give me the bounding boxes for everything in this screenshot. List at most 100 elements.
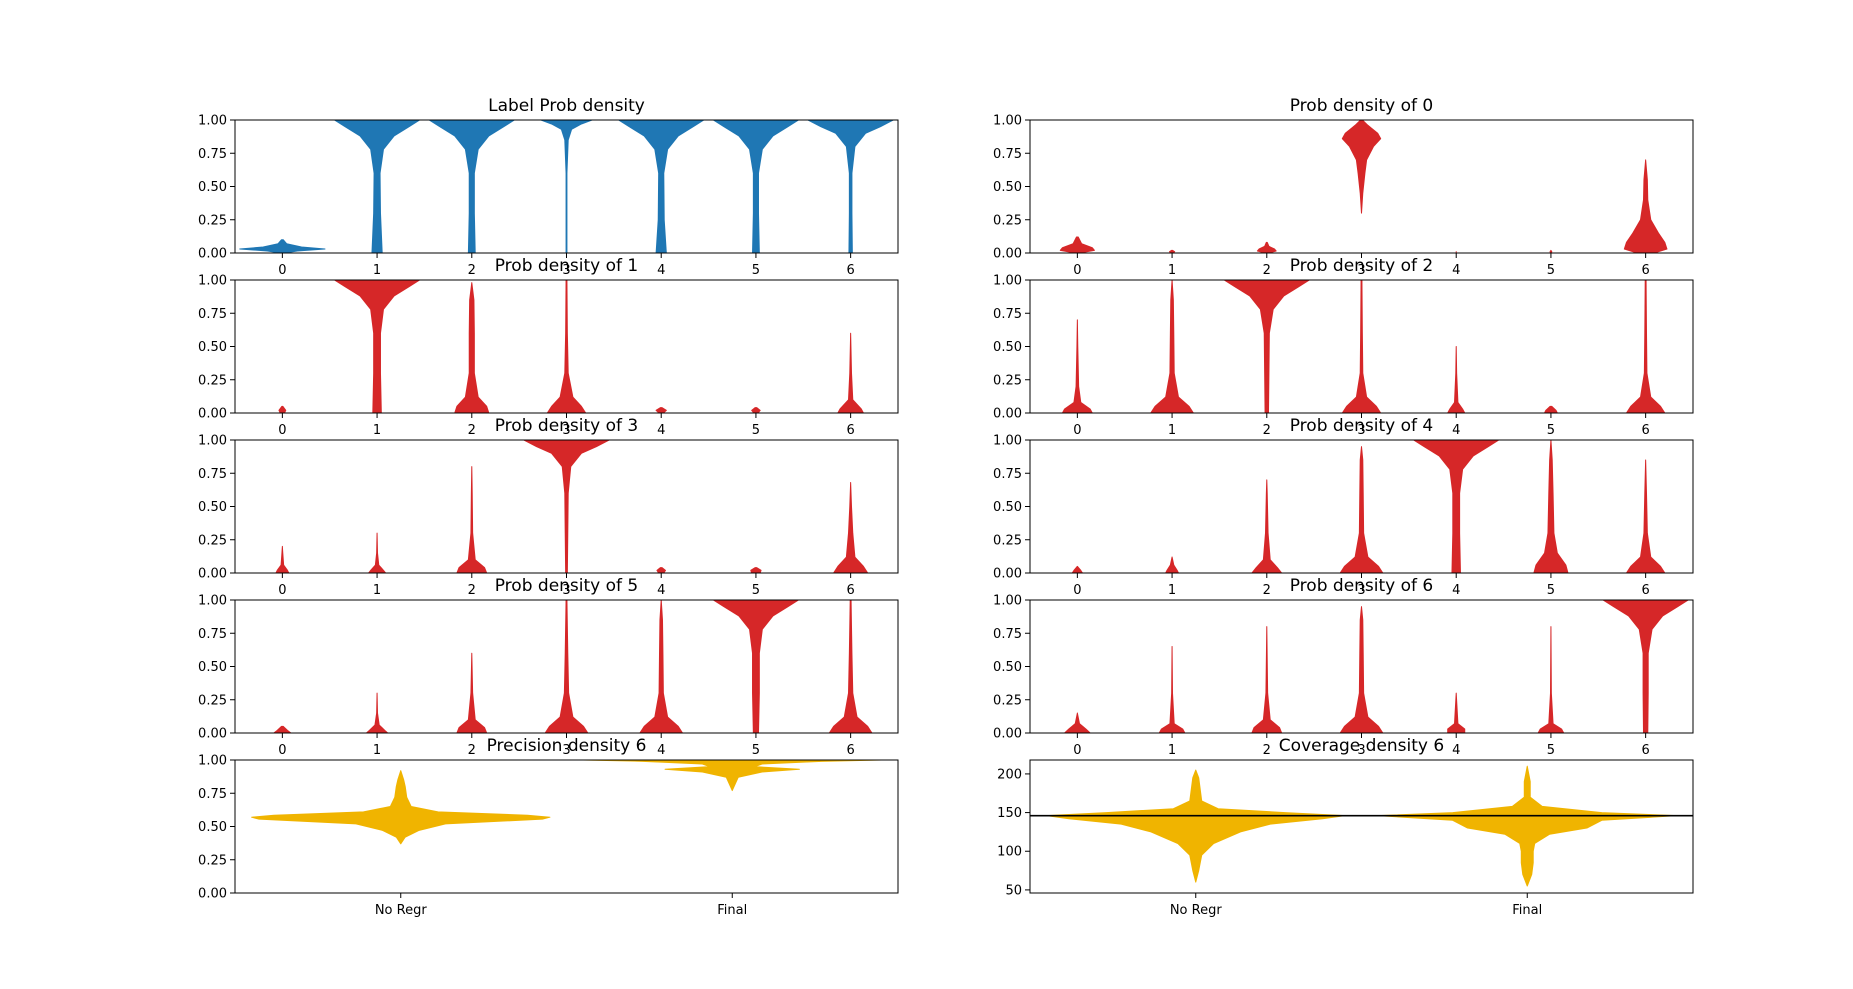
x-tick-label-5: 5 xyxy=(1547,583,1555,598)
x-tick-label-2: 2 xyxy=(1263,263,1271,278)
y-tick-label: 0.50 xyxy=(198,660,227,675)
violin-1 xyxy=(333,120,421,253)
axes-frame xyxy=(1029,759,1694,894)
violin-4 xyxy=(656,567,666,573)
violin-0 xyxy=(278,405,287,413)
panel-title: Prob density of 0 xyxy=(1290,96,1434,116)
x-tick-label-0: 0 xyxy=(1073,263,1081,278)
panel-title: Coverage density 6 xyxy=(1279,736,1444,756)
y-tick-label: 1.00 xyxy=(198,274,227,289)
panel-prob-0: 0.00 0.25 0.50 0.75 1.00 0 1 2 3 4 5 6 Prob density … xyxy=(993,96,1694,278)
x-tick-label-4: 4 xyxy=(657,583,665,598)
y-tick-label: 1.00 xyxy=(993,114,1022,129)
x-tick-label-4: 4 xyxy=(1452,423,1460,438)
y-tick-label: 0.50 xyxy=(993,660,1022,675)
y-tick-label: 150 xyxy=(997,806,1022,821)
panel-title: Prob density of 5 xyxy=(495,576,639,596)
x-tick-label-5: 5 xyxy=(752,423,760,438)
x-tick-label-6: 6 xyxy=(847,263,855,278)
x-tick-label-5: 5 xyxy=(1547,743,1555,758)
x-tick-label-4: 4 xyxy=(657,423,665,438)
violin-1 xyxy=(1158,646,1186,733)
y-tick-label: 200 xyxy=(997,767,1022,782)
y-tick-label: 0.50 xyxy=(993,180,1022,195)
violin-2 xyxy=(1251,626,1283,733)
x-tick-label-0: 0 xyxy=(278,743,286,758)
violin-0 xyxy=(1059,236,1095,253)
y-tick-label: 100 xyxy=(997,845,1022,860)
violin-3 xyxy=(1341,120,1382,214)
violin-6 xyxy=(833,482,869,573)
x-tick-label-5: 5 xyxy=(752,583,760,598)
violin-3 xyxy=(1339,606,1384,733)
x-tick-label-1: 1 xyxy=(1168,263,1176,278)
x-tick-label-1: 1 xyxy=(1168,743,1176,758)
x-tick-label-4: 4 xyxy=(1452,583,1460,598)
violin-0 xyxy=(1071,565,1083,573)
y-tick-label: 0.25 xyxy=(198,373,227,388)
violin-3 xyxy=(1341,280,1382,413)
panel-title: Label Prob density xyxy=(488,96,645,116)
y-tick-label: 0.00 xyxy=(993,407,1022,422)
violin-1 xyxy=(1150,280,1194,413)
y-tick-label: 0.50 xyxy=(198,180,227,195)
axes-frame xyxy=(234,759,899,894)
x-tick-label-6: 6 xyxy=(1642,423,1650,438)
violin-1 xyxy=(1169,249,1176,253)
panel-title: Prob density of 6 xyxy=(1290,576,1434,596)
violin-5 xyxy=(712,120,800,253)
violin-2 xyxy=(1223,280,1310,413)
x-tick-label-3: 3 xyxy=(562,583,570,598)
violin-4 xyxy=(1447,692,1466,733)
x-tick-label-4: 4 xyxy=(1452,263,1460,278)
x-tick-label-5: 5 xyxy=(752,743,760,758)
panel-prob-4: 0.00 0.25 0.50 0.75 1.00 0 1 2 3 4 5 6 Prob density … xyxy=(993,416,1694,598)
y-tick-label: 0.25 xyxy=(198,533,227,548)
x-tick-label-final: Final xyxy=(717,903,747,918)
x-tick-label-1: 1 xyxy=(373,423,381,438)
violin-4 xyxy=(655,407,667,413)
y-tick-label: 0.00 xyxy=(198,567,227,582)
x-tick-label-4: 4 xyxy=(657,743,665,758)
violin-3 xyxy=(523,440,610,573)
y-tick-label: 0.50 xyxy=(198,340,227,355)
violin-2 xyxy=(454,282,490,413)
violin-4 xyxy=(639,600,684,733)
y-tick-label: 0.50 xyxy=(198,820,227,835)
x-tick-label-3: 3 xyxy=(562,263,570,278)
violins xyxy=(239,120,894,253)
y-tick-label: 0.00 xyxy=(198,247,227,262)
y-tick-label: 0.00 xyxy=(198,407,227,422)
y-tick-label: 0.25 xyxy=(993,373,1022,388)
panel-prob-1: 0.00 0.25 0.50 0.75 1.00 0 1 2 3 4 5 6 Prob density … xyxy=(198,256,899,438)
violin-5 xyxy=(750,567,762,573)
violins xyxy=(1046,765,1677,887)
violin-2 xyxy=(456,652,488,733)
panel-prob-6: 0.00 0.25 0.50 0.75 1.00 0 1 2 3 4 5 6 Prob density … xyxy=(993,576,1694,758)
y-tick-label: 0.75 xyxy=(993,627,1022,642)
x-tick-label-0: 0 xyxy=(278,423,286,438)
x-tick-label-6: 6 xyxy=(1642,263,1650,278)
x-tick-label-3: 3 xyxy=(1357,423,1365,438)
violin-3 xyxy=(544,600,589,733)
violin-6 xyxy=(1623,159,1668,253)
x-tick-label-5: 5 xyxy=(1547,423,1555,438)
x-tick-label-6: 6 xyxy=(1642,743,1650,758)
violin-3 xyxy=(540,120,593,253)
y-tick-label: 0.50 xyxy=(993,340,1022,355)
violin-2 xyxy=(1251,479,1283,573)
y-tick-label: 1.00 xyxy=(198,754,227,769)
x-tick-label-5: 5 xyxy=(1547,263,1555,278)
violin-0 xyxy=(273,725,292,733)
violin-2 xyxy=(456,466,488,573)
violins xyxy=(1064,600,1689,733)
x-tick-label-4: 4 xyxy=(1452,743,1460,758)
y-tick-label: 1.00 xyxy=(993,594,1022,609)
y-tick-label: 0.00 xyxy=(993,247,1022,262)
x-tick-label-final: Final xyxy=(1512,903,1542,918)
y-tick-label: 0.75 xyxy=(198,787,227,802)
violin-5 xyxy=(1549,249,1553,253)
y-tick-label: 0.00 xyxy=(198,887,227,902)
y-tick-label: 1.00 xyxy=(993,274,1022,289)
